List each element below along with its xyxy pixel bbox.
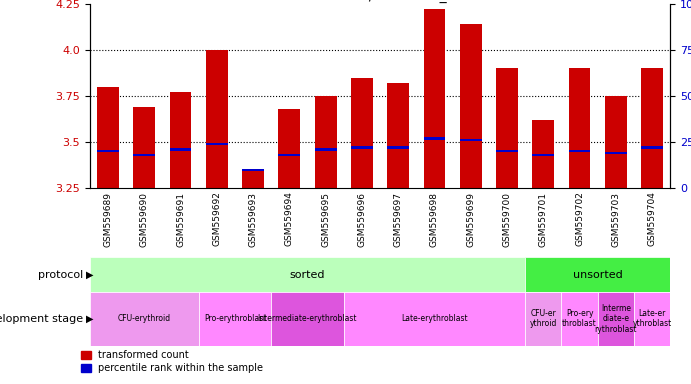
Text: GSM559693: GSM559693 (249, 192, 258, 247)
Text: GSM559689: GSM559689 (104, 192, 113, 247)
Bar (351, 146, 372, 149)
Bar (598, 292, 634, 346)
Bar (242, 169, 264, 171)
Bar (569, 68, 590, 188)
Bar (278, 109, 300, 188)
Text: Late-erythroblast: Late-erythroblast (401, 314, 468, 323)
Text: GSM559697: GSM559697 (394, 192, 403, 247)
Text: development stage: development stage (0, 314, 83, 324)
Bar (496, 68, 518, 188)
Bar (532, 120, 554, 188)
Bar (199, 292, 271, 346)
Bar (314, 148, 337, 151)
Text: Intermediate-erythroblast: Intermediate-erythroblast (258, 314, 357, 323)
Text: Pro-erythroblast: Pro-erythroblast (204, 314, 266, 323)
Text: GSM559698: GSM559698 (430, 192, 439, 247)
Bar (278, 154, 300, 156)
Bar (387, 83, 409, 188)
Text: Pro-ery
throblast: Pro-ery throblast (562, 309, 597, 328)
Bar (424, 9, 445, 188)
Bar (605, 152, 627, 154)
Bar (424, 137, 445, 140)
Text: ▶: ▶ (86, 270, 94, 280)
Bar (351, 78, 372, 188)
Text: CFU-erythroid: CFU-erythroid (117, 314, 171, 323)
Text: CFU-er
ythroid: CFU-er ythroid (529, 309, 557, 328)
Bar (532, 154, 554, 156)
Bar (206, 143, 227, 145)
Text: GSM559695: GSM559695 (321, 192, 330, 247)
Bar (133, 154, 155, 156)
Bar (569, 150, 590, 152)
Text: Interme
diate-e
rythroblast: Interme diate-e rythroblast (594, 304, 637, 334)
Bar (561, 292, 598, 346)
Text: ▶: ▶ (86, 314, 94, 324)
Text: protocol: protocol (38, 270, 83, 280)
Text: GSM559702: GSM559702 (575, 192, 584, 247)
Text: Late-er
ythroblast: Late-er ythroblast (632, 309, 672, 328)
Bar (496, 150, 518, 152)
Bar (90, 257, 525, 292)
Text: GSM559692: GSM559692 (212, 192, 221, 247)
Text: GSM559696: GSM559696 (357, 192, 366, 247)
Bar (605, 96, 627, 188)
Bar (97, 150, 119, 152)
Bar (525, 257, 670, 292)
Text: GSM559694: GSM559694 (285, 192, 294, 247)
Bar (634, 292, 670, 346)
Bar (314, 96, 337, 188)
Text: GSM559699: GSM559699 (466, 192, 475, 247)
Bar (641, 146, 663, 149)
Bar (343, 292, 525, 346)
Text: GSM559700: GSM559700 (502, 192, 511, 247)
Bar (271, 292, 343, 346)
Text: sorted: sorted (290, 270, 325, 280)
Bar (169, 148, 191, 151)
Bar (460, 139, 482, 141)
Bar (169, 92, 191, 188)
Bar (525, 292, 561, 346)
Bar (641, 68, 663, 188)
Text: GSM559703: GSM559703 (612, 192, 621, 247)
Bar (387, 146, 409, 149)
Text: GSM559704: GSM559704 (647, 192, 656, 247)
Text: GSM559691: GSM559691 (176, 192, 185, 247)
Title: GDS3860 / 1566767_at: GDS3860 / 1566767_at (299, 0, 461, 3)
Bar (460, 24, 482, 188)
Bar (206, 50, 227, 188)
Bar (90, 292, 198, 346)
Text: unsorted: unsorted (573, 270, 623, 280)
Bar (242, 170, 264, 188)
Bar (97, 87, 119, 188)
Bar (133, 107, 155, 188)
Legend: transformed count, percentile rank within the sample: transformed count, percentile rank withi… (81, 351, 263, 373)
Text: GSM559690: GSM559690 (140, 192, 149, 247)
Text: GSM559701: GSM559701 (539, 192, 548, 247)
